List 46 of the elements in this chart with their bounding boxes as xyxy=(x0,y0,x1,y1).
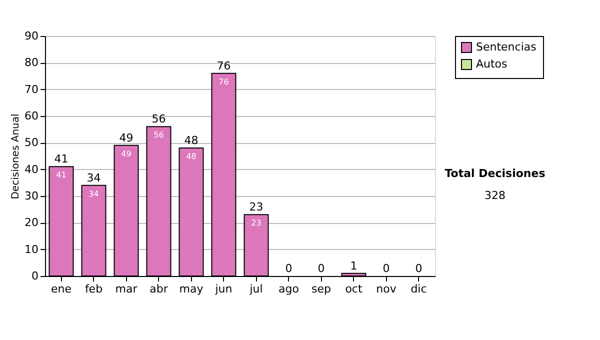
y-tick-label: 30 xyxy=(24,190,38,202)
x-tick-label: dic xyxy=(410,282,427,296)
data-label: 41 xyxy=(56,170,66,180)
total-label: 48 xyxy=(184,134,198,147)
total-label: 56 xyxy=(152,112,166,126)
total-label: 0 xyxy=(415,262,422,275)
total-label: 1 xyxy=(350,259,358,272)
x-tick-label: sep xyxy=(312,282,332,296)
y-tick-label: 70 xyxy=(24,82,38,96)
data-label: 23 xyxy=(251,218,262,228)
x-tick-label: nov xyxy=(376,282,397,296)
data-label: 48 xyxy=(186,152,196,161)
text: 328 xyxy=(484,189,506,202)
legend-label: Sentencias xyxy=(476,40,537,54)
legend-label: Autos xyxy=(476,58,508,70)
y-tick-label: 10 xyxy=(24,242,38,256)
x-tick-label: may xyxy=(179,282,204,296)
total-label: 34 xyxy=(86,171,101,184)
x-tick-label: ago xyxy=(278,282,300,296)
x-tick-label: jul xyxy=(248,282,263,296)
total-label: 0 xyxy=(318,262,325,275)
y-tick-label: 50 xyxy=(24,136,38,150)
data-label: 34 xyxy=(88,189,99,198)
x-tick-label: oct xyxy=(345,282,363,296)
text: Total Decisiones xyxy=(444,167,546,180)
x-tick-label: jun xyxy=(214,282,232,296)
x-tick-label: abr xyxy=(150,282,168,296)
total-label: 76 xyxy=(216,59,231,72)
x-tick-label: mar xyxy=(115,282,138,296)
y-tick-label: 0 xyxy=(32,270,38,282)
data-label: 49 xyxy=(121,149,132,158)
x-tick-label: feb xyxy=(84,282,103,296)
y-tick-label: 40 xyxy=(24,162,38,176)
total-label: 23 xyxy=(249,200,264,214)
y-tick-label: 60 xyxy=(24,110,38,122)
data-label: 76 xyxy=(218,77,229,86)
total-label: 49 xyxy=(119,131,134,144)
data-label: 56 xyxy=(154,130,164,140)
y-tick-label: 20 xyxy=(24,216,38,230)
y-tick-label: 80 xyxy=(24,56,38,70)
y-axis-title: Decisiones Anual xyxy=(10,114,22,200)
total-label: 0 xyxy=(285,262,292,275)
total-label: 41 xyxy=(54,152,68,166)
x-tick-label: ene xyxy=(50,282,72,296)
total-label: 0 xyxy=(382,262,390,275)
y-tick-label: 90 xyxy=(24,30,38,42)
